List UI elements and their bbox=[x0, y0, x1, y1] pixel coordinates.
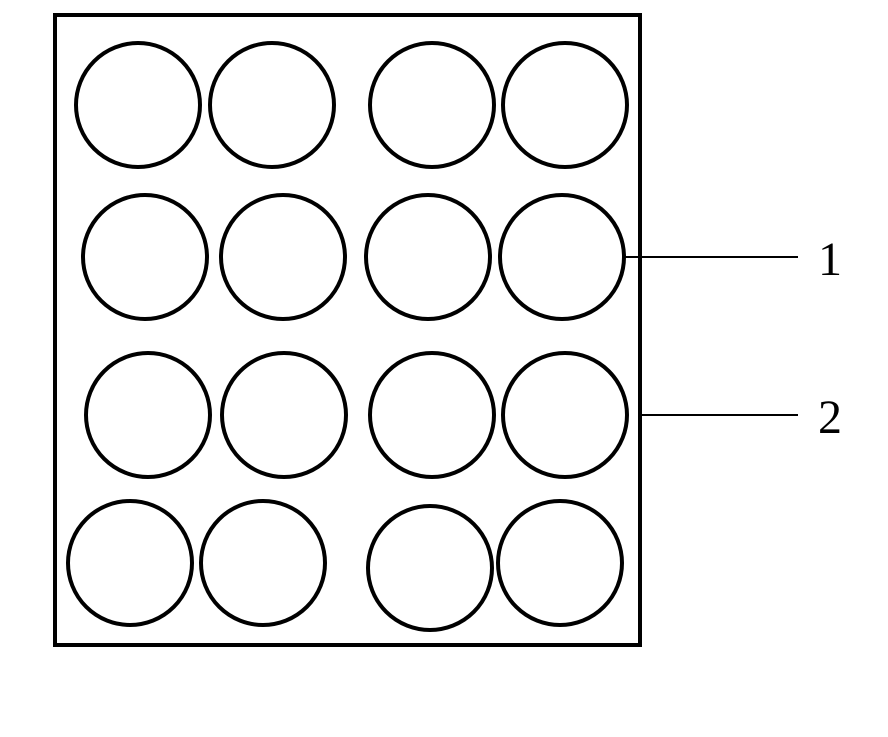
outer-frame bbox=[55, 15, 640, 645]
circle-2 bbox=[210, 43, 334, 167]
label-1: 1 bbox=[818, 233, 842, 286]
circle-14 bbox=[201, 501, 325, 625]
diagram-container: 12 bbox=[0, 0, 888, 737]
circle-6 bbox=[221, 195, 345, 319]
leaders-group bbox=[624, 257, 798, 415]
circles-group bbox=[68, 43, 627, 630]
circle-15 bbox=[368, 506, 492, 630]
circle-11 bbox=[370, 353, 494, 477]
circle-13 bbox=[68, 501, 192, 625]
circle-16 bbox=[498, 501, 622, 625]
circle-3 bbox=[370, 43, 494, 167]
circle-9 bbox=[86, 353, 210, 477]
circle-12 bbox=[503, 353, 627, 477]
circle-4 bbox=[503, 43, 627, 167]
labels-group: 12 bbox=[818, 233, 842, 444]
circle-1 bbox=[76, 43, 200, 167]
diagram-svg: 12 bbox=[0, 0, 888, 737]
circle-10 bbox=[222, 353, 346, 477]
circle-5 bbox=[83, 195, 207, 319]
circle-8 bbox=[500, 195, 624, 319]
circle-7 bbox=[366, 195, 490, 319]
label-2: 2 bbox=[818, 391, 842, 444]
